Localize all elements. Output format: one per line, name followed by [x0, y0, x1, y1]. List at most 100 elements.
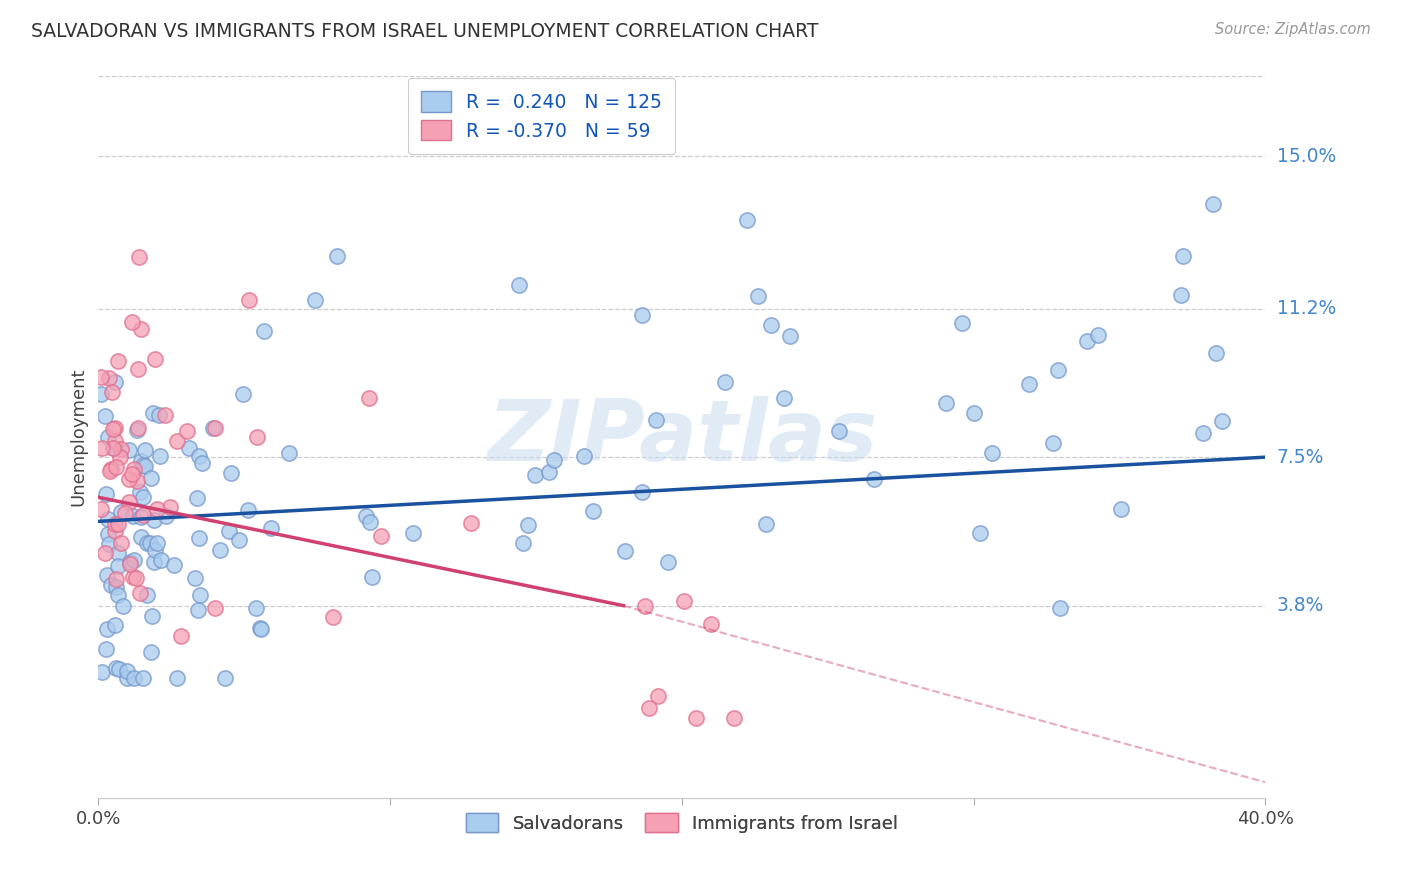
Point — [747, 289, 769, 303]
Point — [170, 629, 193, 643]
Point — [122, 509, 145, 524]
Point — [543, 453, 565, 467]
Point — [104, 524, 127, 538]
Point — [214, 671, 236, 685]
Point — [134, 458, 156, 473]
Point — [238, 503, 260, 517]
Point — [183, 571, 205, 585]
Point — [166, 434, 188, 448]
Point — [828, 424, 851, 438]
Point — [186, 491, 208, 505]
Point — [104, 460, 127, 475]
Point — [107, 353, 129, 368]
Point — [105, 572, 128, 586]
Point — [94, 546, 117, 560]
Point — [201, 421, 224, 435]
Point — [104, 580, 127, 594]
Point — [98, 537, 121, 551]
Point — [132, 671, 155, 685]
Point — [657, 555, 679, 569]
Point — [950, 316, 973, 330]
Point — [103, 441, 125, 455]
Point — [1202, 197, 1225, 211]
Text: SALVADORAN VS IMMIGRANTS FROM ISRAEL UNEMPLOYMENT CORRELATION CHART: SALVADORAN VS IMMIGRANTS FROM ISRAEL UNE… — [31, 22, 818, 41]
Point — [114, 506, 136, 520]
Legend: Salvadorans, Immigrants from Israel: Salvadorans, Immigrants from Israel — [454, 802, 910, 844]
Point — [129, 586, 152, 600]
Text: 11.2%: 11.2% — [1277, 299, 1336, 318]
Point — [127, 423, 149, 437]
Point — [107, 588, 129, 602]
Point — [159, 500, 181, 514]
Point — [1076, 334, 1098, 349]
Point — [104, 661, 127, 675]
Point — [1046, 363, 1069, 377]
Point — [166, 671, 188, 685]
Point — [111, 599, 134, 614]
Point — [245, 430, 267, 444]
Point — [107, 559, 129, 574]
Point — [122, 461, 145, 475]
Point — [143, 542, 166, 557]
Point — [219, 467, 242, 481]
Point — [98, 464, 121, 478]
Point — [1191, 425, 1213, 440]
Point — [127, 420, 149, 434]
Text: 15.0%: 15.0% — [1277, 146, 1336, 166]
Point — [238, 293, 260, 307]
Point — [104, 375, 127, 389]
Point — [110, 505, 132, 519]
Point — [232, 386, 254, 401]
Point — [714, 375, 737, 389]
Point — [278, 445, 301, 459]
Point — [508, 277, 530, 292]
Point — [524, 468, 547, 483]
Point — [963, 407, 986, 421]
Point — [139, 536, 162, 550]
Point — [779, 328, 801, 343]
Point — [97, 371, 120, 385]
Point — [148, 449, 170, 463]
Point — [124, 553, 146, 567]
Point — [187, 603, 209, 617]
Point — [163, 558, 186, 573]
Point — [1211, 414, 1233, 428]
Point — [100, 578, 122, 592]
Point — [253, 324, 276, 338]
Point — [304, 293, 326, 308]
Point — [136, 588, 159, 602]
Point — [136, 535, 159, 549]
Point — [128, 250, 150, 264]
Point — [188, 531, 211, 545]
Point — [107, 517, 129, 532]
Point — [127, 362, 149, 376]
Point — [761, 318, 783, 332]
Point — [121, 315, 143, 329]
Point — [129, 530, 152, 544]
Point — [228, 533, 250, 547]
Point — [1170, 288, 1192, 302]
Point — [700, 616, 723, 631]
Y-axis label: Unemployment: Unemployment — [69, 368, 87, 507]
Point — [141, 609, 163, 624]
Point — [326, 250, 349, 264]
Point — [249, 621, 271, 635]
Point — [122, 671, 145, 685]
Point — [96, 567, 118, 582]
Point — [191, 456, 214, 470]
Point — [673, 593, 696, 607]
Point — [143, 555, 166, 569]
Point — [935, 396, 957, 410]
Point — [1018, 377, 1040, 392]
Point — [101, 384, 124, 399]
Point — [120, 555, 142, 569]
Point — [96, 622, 118, 636]
Point — [101, 441, 124, 455]
Point — [517, 517, 540, 532]
Point — [188, 588, 211, 602]
Point — [97, 511, 120, 525]
Point — [1173, 250, 1195, 264]
Point — [1087, 327, 1109, 342]
Point — [118, 495, 141, 509]
Point — [249, 622, 271, 636]
